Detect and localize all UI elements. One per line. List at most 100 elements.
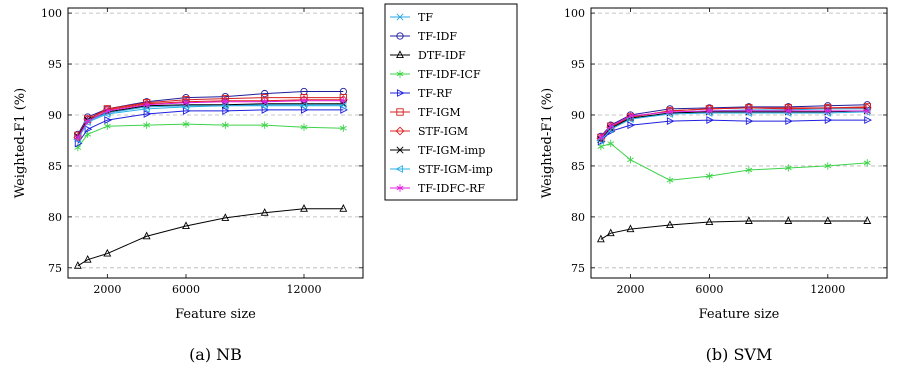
data-point	[84, 117, 92, 125]
data-point	[103, 107, 111, 115]
data-point	[300, 123, 308, 131]
series-tf-rf	[597, 116, 872, 146]
y-tick-label: 80	[48, 211, 62, 224]
data-point	[606, 228, 615, 237]
legend-marker	[396, 13, 404, 21]
data-point	[607, 122, 615, 130]
x-tick-label: 2000	[93, 283, 121, 296]
data-point	[785, 117, 794, 126]
series-stf-igm-imp	[73, 101, 347, 144]
y-axis-label: Weighted-F1 (%)	[13, 88, 28, 198]
data-point	[74, 133, 82, 142]
series-tf-idfc-rf	[597, 107, 871, 142]
legend-label: TF-IGM-imp	[418, 144, 485, 157]
data-point	[596, 234, 605, 243]
legend: TF TF-IDF DTF-IDF TF-IDF-ICF TF-RF TF-IGM STF-…	[384, 3, 518, 201]
data-point	[84, 125, 93, 134]
data-point	[745, 117, 754, 126]
data-point	[665, 220, 674, 229]
legend-marker	[395, 126, 405, 136]
data-point	[261, 121, 269, 129]
x-tick-label: 2000	[616, 283, 644, 296]
data-point	[339, 97, 347, 105]
data-point	[606, 125, 614, 134]
legend-label: TF-RF	[418, 87, 452, 100]
legend-marker	[396, 146, 404, 154]
data-point	[221, 121, 229, 129]
data-point	[143, 110, 152, 118]
legend-marker	[396, 89, 405, 97]
x-tick-label: 12000	[287, 283, 322, 296]
y-tick-label: 80	[571, 211, 585, 224]
legend-entry: TF-IGM	[390, 106, 461, 119]
legend-marker	[396, 70, 404, 78]
legend-entry: TF-IDF-ICF	[390, 68, 481, 81]
data-point	[597, 133, 605, 142]
y-tick-label: 95	[48, 58, 62, 71]
legend-entry: TF-IGM-imp	[390, 144, 485, 157]
x-tick-label: 6000	[695, 283, 723, 296]
data-point	[705, 172, 713, 180]
legend-box	[384, 3, 518, 201]
legend-marker	[396, 32, 404, 40]
data-point	[300, 204, 308, 212]
data-point	[626, 224, 635, 233]
series-tf-idf-icf	[74, 120, 347, 152]
data-point	[784, 216, 793, 224]
plot-frame	[590, 7, 888, 279]
y-tick-label: 90	[571, 109, 585, 122]
series-line	[77, 105, 344, 140]
y-tick-label: 75	[571, 262, 585, 275]
legend-label: STF-IGM	[418, 125, 468, 138]
legend-label: TF-IDF-ICF	[418, 68, 481, 81]
data-point	[259, 101, 268, 110]
data-point	[300, 97, 308, 105]
data-point	[182, 120, 190, 128]
y-tick-label: 90	[48, 109, 62, 122]
data-point	[705, 107, 713, 115]
series-line	[600, 142, 868, 181]
legend-entry: DTF-IDF	[390, 49, 466, 62]
series-dtf-idf	[73, 204, 348, 269]
data-point	[706, 116, 715, 125]
x-tick-label: 12000	[810, 283, 845, 296]
legend-entry: STF-IGM	[390, 125, 468, 138]
legend-label: DTF-IDF	[418, 49, 466, 62]
y-tick-label: 100	[41, 7, 62, 20]
series-line	[600, 220, 868, 240]
data-point	[142, 231, 151, 240]
data-point	[182, 99, 190, 107]
legend-label: TF-IGM	[418, 106, 461, 119]
y-tick-label: 75	[48, 262, 62, 275]
data-point	[597, 142, 605, 151]
data-point	[103, 122, 111, 130]
panel-caption: (b) SVM	[706, 345, 773, 364]
data-point	[83, 254, 92, 263]
legend-label: TF-IDFC-RF	[418, 182, 485, 195]
data-point	[863, 159, 871, 167]
series-line	[77, 208, 344, 267]
series-tf-idfc-rf	[74, 97, 347, 142]
legend-marker	[395, 165, 404, 173]
data-point	[745, 166, 753, 174]
data-point	[625, 115, 634, 123]
data-point	[104, 116, 113, 125]
data-point	[666, 117, 675, 126]
data-point	[73, 261, 82, 269]
data-point	[864, 116, 872, 125]
data-point	[103, 248, 112, 257]
data-point	[181, 102, 190, 111]
data-point	[627, 112, 634, 120]
data-point	[102, 110, 111, 118]
data-point	[221, 98, 229, 106]
data-point	[596, 136, 604, 145]
data-point	[824, 162, 832, 170]
legend-label: TF-IDF	[418, 30, 457, 43]
legend-marker	[396, 50, 404, 59]
x-tick-label: 6000	[172, 283, 200, 296]
data-point	[260, 208, 269, 216]
legend-marker	[396, 108, 404, 116]
plot-frame	[67, 7, 364, 279]
series-line	[77, 109, 344, 144]
